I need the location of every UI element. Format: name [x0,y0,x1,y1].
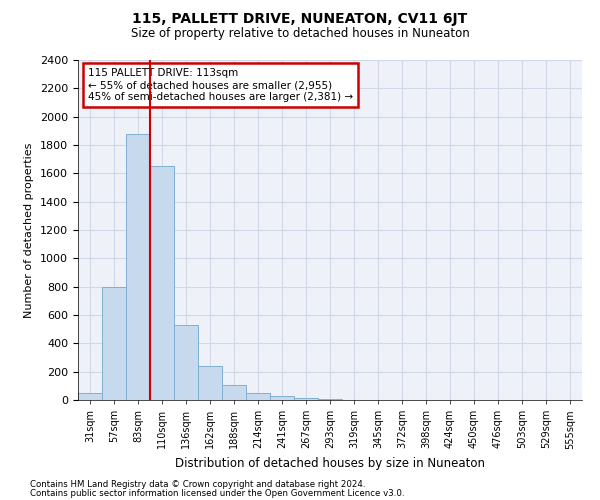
Y-axis label: Number of detached properties: Number of detached properties [25,142,34,318]
Text: 115, PALLETT DRIVE, NUNEATON, CV11 6JT: 115, PALLETT DRIVE, NUNEATON, CV11 6JT [133,12,467,26]
Text: 115 PALLETT DRIVE: 113sqm
← 55% of detached houses are smaller (2,955)
45% of se: 115 PALLETT DRIVE: 113sqm ← 55% of detac… [88,68,353,102]
Bar [78,393,102,400]
Bar [150,166,174,400]
Bar [270,396,294,400]
X-axis label: Distribution of detached houses by size in Nuneaton: Distribution of detached houses by size … [175,457,485,470]
Bar [222,385,246,400]
Bar [126,134,150,400]
Bar [246,393,270,400]
Bar [294,398,318,400]
Bar [174,325,198,400]
Bar [102,286,126,400]
Text: Contains public sector information licensed under the Open Government Licence v3: Contains public sector information licen… [30,489,404,498]
Bar [198,366,222,400]
Text: Size of property relative to detached houses in Nuneaton: Size of property relative to detached ho… [131,28,469,40]
Text: Contains HM Land Registry data © Crown copyright and database right 2024.: Contains HM Land Registry data © Crown c… [30,480,365,489]
